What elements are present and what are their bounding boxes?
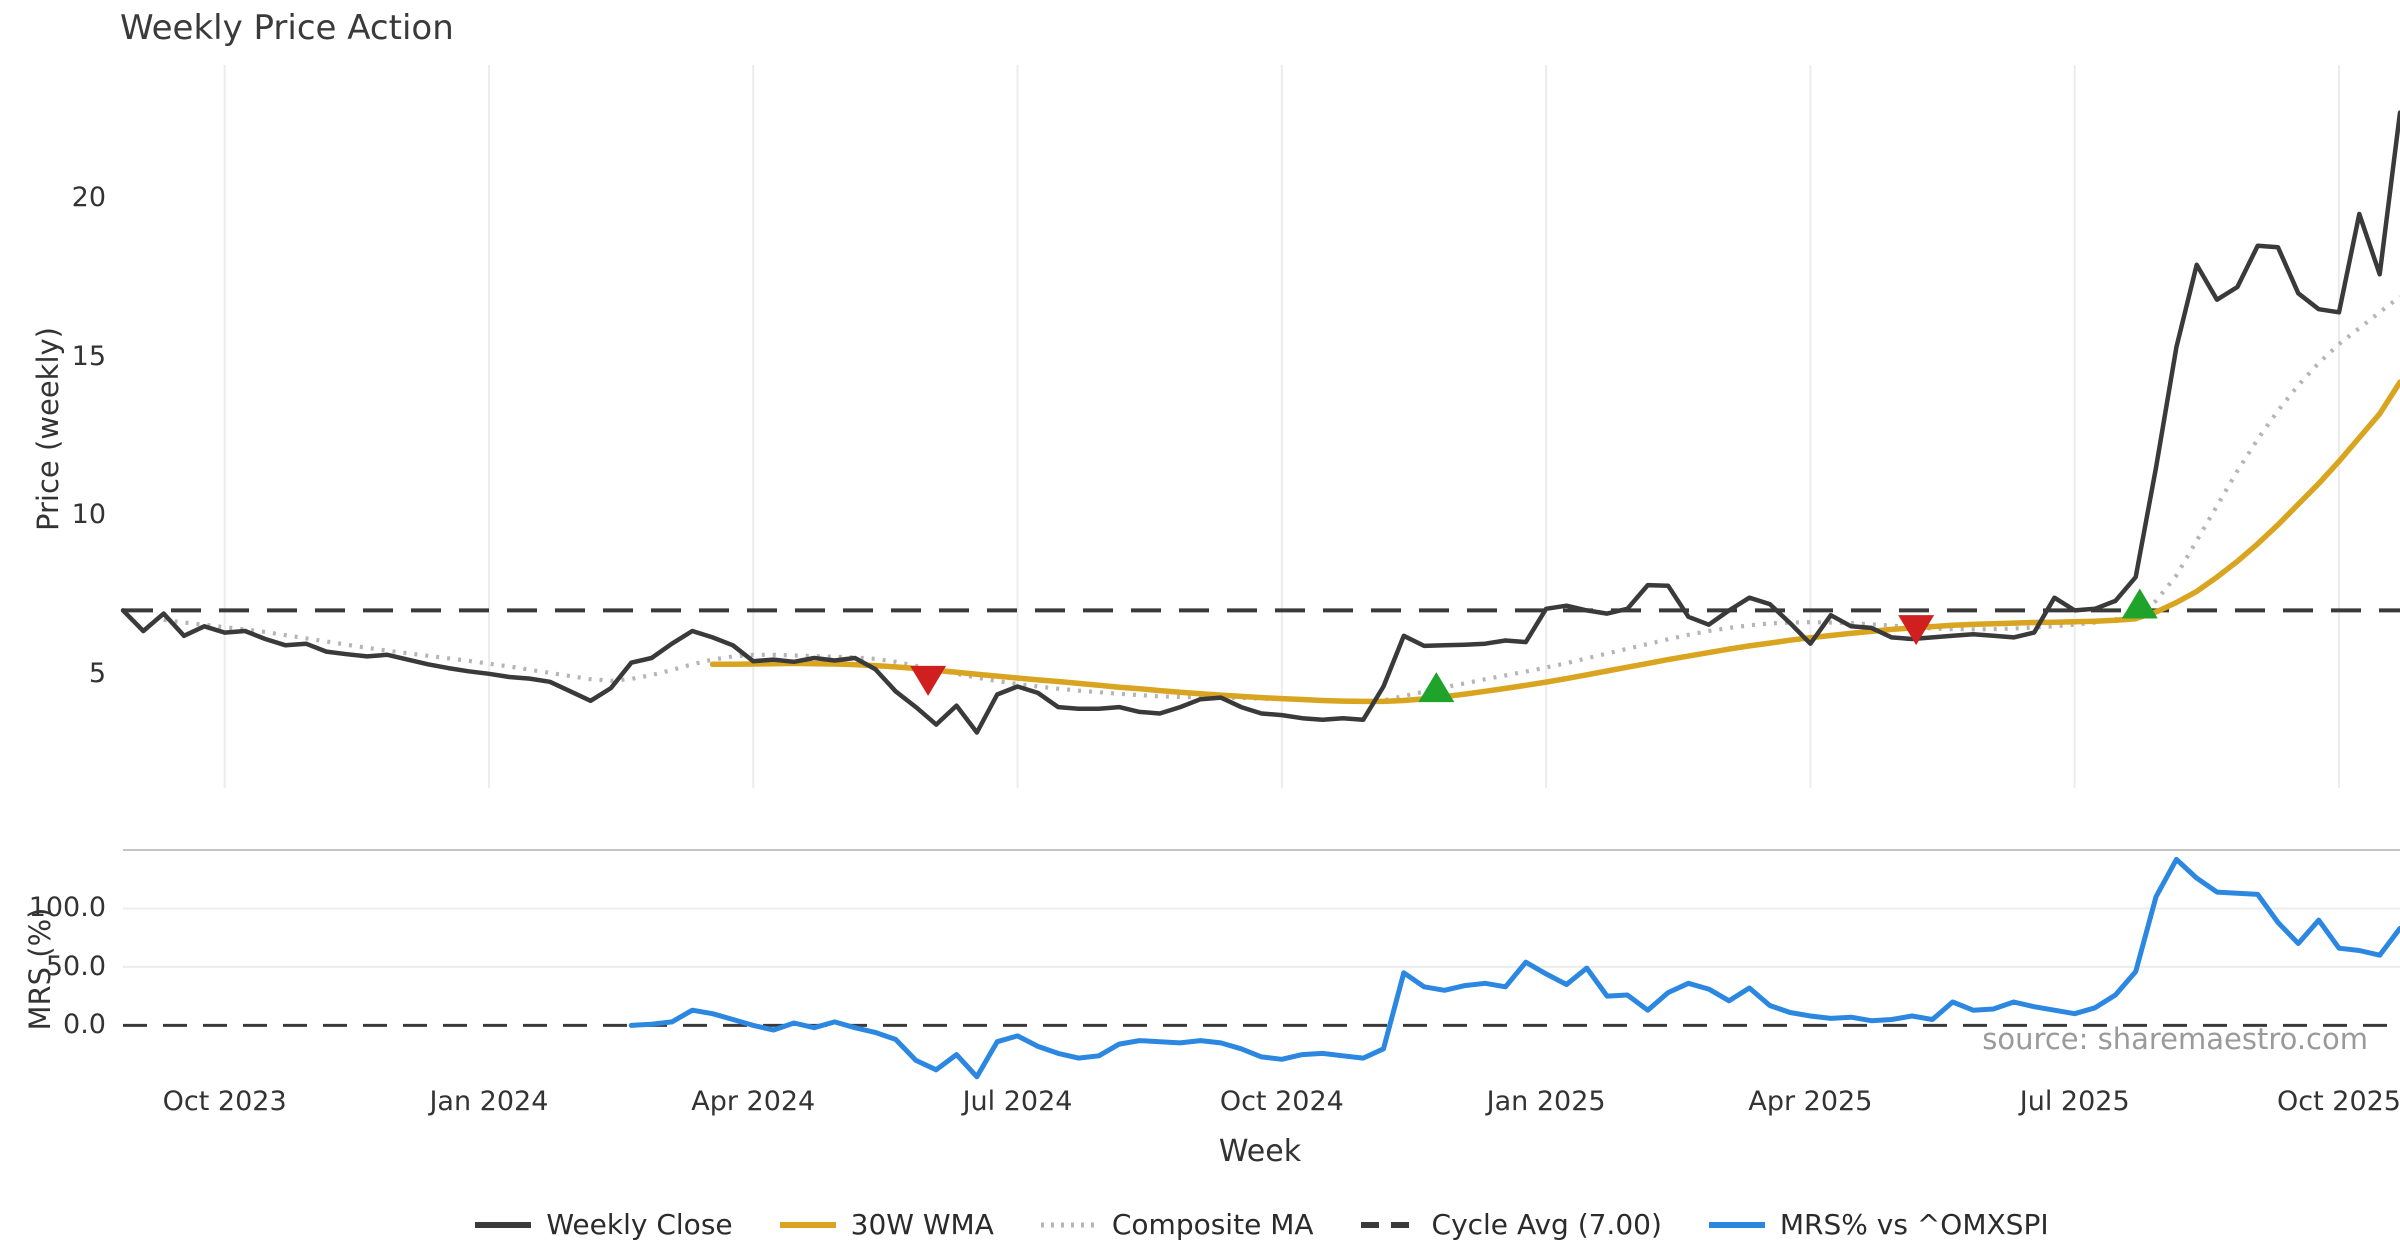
x-tick: Jul 2025 xyxy=(2019,1086,2130,1117)
series-30w-wma xyxy=(709,379,2400,705)
legend-item: Cycle Avg (7.00) xyxy=(1360,1208,1662,1241)
x-tick: Jan 2025 xyxy=(1486,1086,1606,1117)
legend-dotted-line-icon xyxy=(1040,1222,1097,1227)
price-ytick: 15 xyxy=(71,340,106,372)
legend-dashed-line-icon xyxy=(1360,1221,1417,1228)
legend-solid-line-icon xyxy=(779,1221,836,1228)
legend-label: Composite MA xyxy=(1111,1208,1314,1241)
source-watermark: source: sharemaestro.com xyxy=(1982,1022,2368,1056)
page-title: Weekly Price Action xyxy=(120,8,454,48)
x-tick: Apr 2025 xyxy=(1748,1086,1873,1117)
series-weekly-close xyxy=(120,110,2400,735)
legend-label: MRS% vs ^OMXSPI xyxy=(1779,1208,2049,1241)
buy-signal-marker xyxy=(1418,672,1455,703)
price-ytick: 5 xyxy=(88,657,106,689)
x-tick: Apr 2024 xyxy=(691,1086,816,1117)
chart-legend: Weekly Close 30W WMA Composite MA Cycle Avg… xyxy=(123,1208,2400,1241)
legend-item: Composite MA xyxy=(1040,1208,1314,1241)
x-tick: Jul 2024 xyxy=(962,1086,1073,1117)
legend-solid-line-icon xyxy=(1708,1221,1765,1228)
price-ytick: 10 xyxy=(71,499,106,531)
series-composite-ma xyxy=(163,294,2400,704)
legend-solid-line-icon xyxy=(475,1221,532,1228)
mrs-ytick: 100.0 xyxy=(28,892,106,924)
legend-label: Weekly Close xyxy=(546,1208,733,1241)
x-tick: Oct 2023 xyxy=(162,1086,287,1117)
x-tick: Oct 2024 xyxy=(1219,1086,1344,1117)
price-ytick: 20 xyxy=(71,182,106,214)
legend-item: 30W WMA xyxy=(779,1208,994,1241)
legend-item: MRS% vs ^OMXSPI xyxy=(1708,1208,2049,1241)
legend-label: Cycle Avg (7.00) xyxy=(1431,1208,1662,1241)
x-tick: Oct 2025 xyxy=(2277,1086,2400,1117)
sell-signal-marker xyxy=(910,665,947,696)
legend-label: 30W WMA xyxy=(850,1208,994,1241)
x-tick: Jan 2024 xyxy=(429,1086,549,1117)
x-axis-label: Week xyxy=(1218,1134,1302,1169)
series-mrs-line xyxy=(628,856,2400,1080)
legend-item: Weekly Close xyxy=(474,1208,733,1241)
buy-signal-marker xyxy=(2121,588,2158,619)
sell-signal-marker xyxy=(1898,615,1935,646)
mrs-ytick: 50.0 xyxy=(45,950,106,982)
mrs-ytick: 0.0 xyxy=(63,1009,106,1041)
